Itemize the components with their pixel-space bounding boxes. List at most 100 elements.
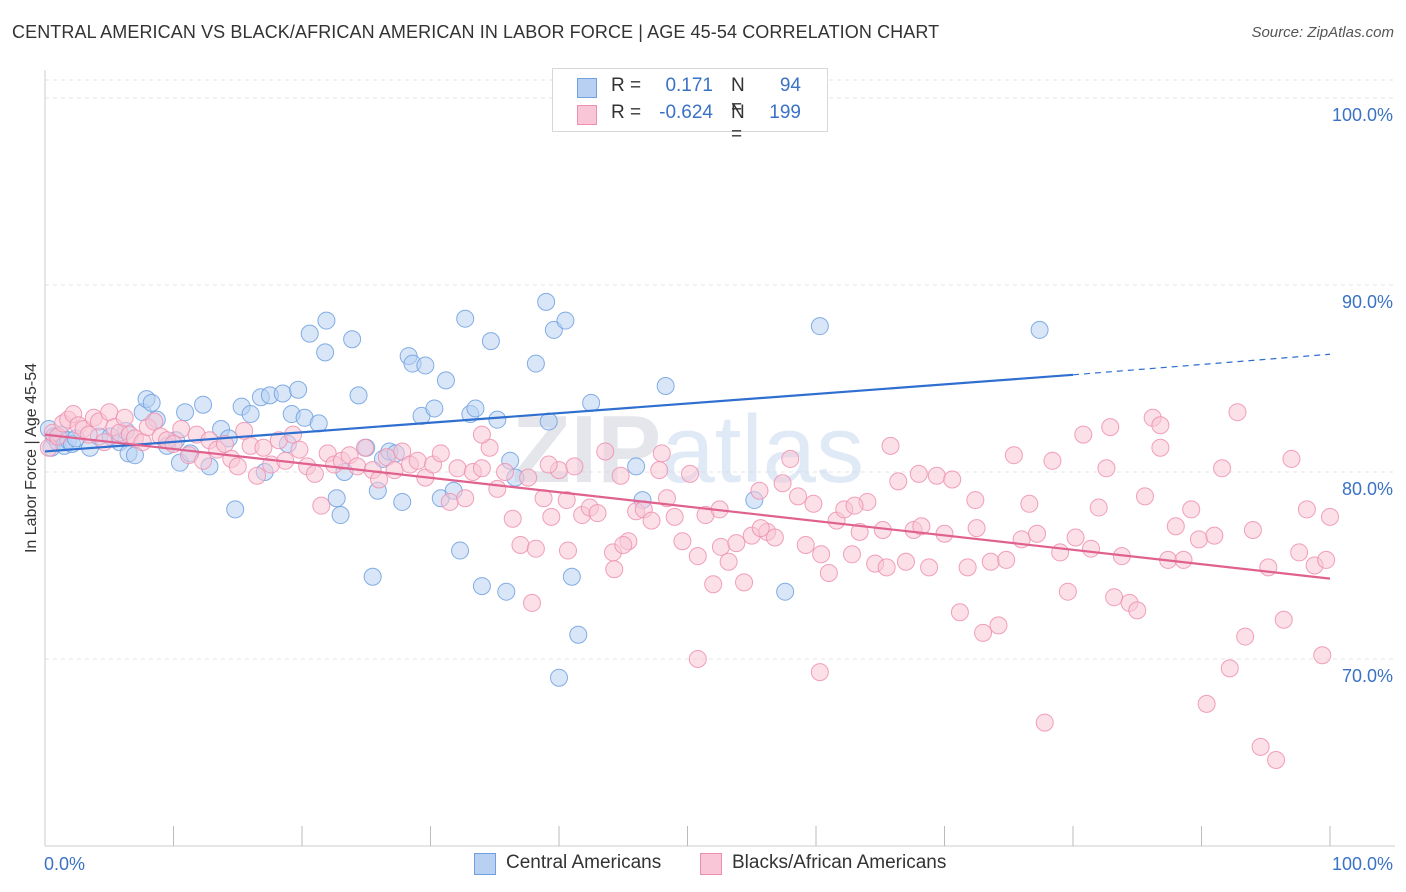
data-point — [688, 547, 707, 566]
data-point — [950, 603, 969, 622]
data-point — [1043, 451, 1062, 470]
data-point — [1004, 446, 1023, 465]
data-point — [1030, 320, 1049, 339]
data-point — [523, 593, 542, 612]
data-point — [488, 479, 507, 498]
data-point — [556, 311, 575, 330]
data-point — [796, 535, 815, 554]
legend-swatch-pink — [577, 105, 597, 125]
data-point — [472, 425, 491, 444]
data-point — [228, 457, 247, 476]
data-point — [627, 457, 646, 476]
data-point — [1251, 737, 1270, 756]
legend-swatch-blue — [577, 78, 597, 98]
data-point — [488, 410, 507, 429]
data-point — [254, 438, 273, 457]
data-point — [673, 532, 692, 551]
data-point — [226, 500, 245, 519]
data-point — [1105, 588, 1124, 607]
legend-r-value: -0.624 — [659, 102, 713, 123]
data-point — [539, 455, 558, 474]
x-tick-label: 0.0% — [44, 854, 85, 874]
data-point — [248, 466, 267, 485]
data-point — [1213, 459, 1232, 478]
series-blacks-african-americans — [39, 403, 1339, 769]
data-point — [966, 491, 985, 510]
data-point — [1274, 610, 1293, 629]
data-point — [981, 552, 1000, 571]
data-point — [582, 393, 601, 412]
data-point — [842, 545, 861, 564]
data-point — [451, 541, 470, 560]
data-point — [974, 623, 993, 642]
data-point — [1166, 517, 1185, 536]
data-point — [812, 545, 831, 564]
data-point — [526, 354, 545, 373]
data-point — [850, 522, 869, 541]
legend-r-value: 0.171 — [665, 75, 713, 96]
data-point — [1151, 438, 1170, 457]
data-point — [1174, 550, 1193, 569]
data-point — [1020, 494, 1039, 513]
data-point — [656, 377, 675, 396]
data-point — [305, 464, 324, 483]
y-tick-label: 80.0% — [1342, 479, 1393, 499]
data-point — [309, 414, 328, 433]
data-point — [735, 573, 754, 592]
data-point — [681, 464, 700, 483]
data-point — [349, 386, 368, 405]
data-point — [497, 582, 516, 601]
data-point — [215, 434, 234, 453]
data-point — [496, 463, 515, 482]
data-point — [355, 438, 374, 457]
axes — [44, 70, 1395, 847]
data-point — [1220, 659, 1239, 678]
data-point — [284, 425, 303, 444]
trend-line-blacks-african-americans — [44, 433, 1331, 580]
data-point — [727, 534, 746, 553]
chart-title: CENTRAL AMERICAN VS BLACK/AFRICAN AMERIC… — [12, 22, 940, 42]
legend-n-label: N = — [731, 102, 745, 145]
legend-n-label: N = — [731, 75, 745, 118]
data-point — [1205, 526, 1224, 545]
data-point — [997, 550, 1016, 569]
data-point — [909, 464, 928, 483]
data-point — [431, 444, 450, 463]
data-point — [776, 582, 795, 601]
data-point — [1290, 543, 1309, 562]
data-point — [1089, 498, 1108, 517]
trend-line-central-americans — [44, 373, 1074, 453]
data-point — [312, 496, 331, 515]
data-point — [665, 507, 684, 526]
data-point — [440, 492, 459, 511]
data-point — [1243, 520, 1262, 539]
data-point — [810, 663, 829, 682]
data-point — [436, 371, 455, 390]
data-point — [539, 412, 558, 431]
data-point — [989, 616, 1008, 635]
y-axis-label: In Labor Force | Age 45-54 — [23, 363, 40, 553]
legend-swatch-pink — [700, 853, 722, 875]
legend-swatch-blue — [474, 853, 496, 875]
data-point — [611, 466, 630, 485]
data-point — [363, 567, 382, 586]
data-point — [845, 496, 864, 515]
data-point — [1128, 601, 1147, 620]
x-tick-label: 100.0% — [1332, 854, 1393, 874]
data-point — [300, 324, 319, 343]
data-point — [1074, 425, 1093, 444]
data-point — [115, 408, 134, 427]
data-point — [765, 528, 784, 547]
data-point — [289, 380, 308, 399]
data-point — [550, 668, 568, 687]
data-point — [614, 535, 633, 554]
data-point — [466, 399, 485, 418]
data-point — [896, 552, 915, 571]
data-point — [176, 403, 195, 422]
data-point — [537, 292, 556, 311]
data-point — [927, 466, 946, 485]
y-tick-label: 90.0% — [1342, 292, 1393, 312]
data-point — [1151, 416, 1170, 435]
y-tick-label: 70.0% — [1342, 666, 1393, 686]
data-point — [145, 412, 164, 431]
